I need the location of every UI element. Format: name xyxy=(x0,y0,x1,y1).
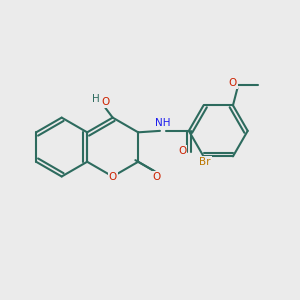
Text: NH: NH xyxy=(154,118,170,128)
Text: O: O xyxy=(152,172,161,182)
Text: O: O xyxy=(101,97,109,107)
Text: O: O xyxy=(109,172,117,182)
Text: O: O xyxy=(229,78,237,88)
Text: H: H xyxy=(92,94,100,104)
Text: Br: Br xyxy=(199,157,211,167)
Text: O: O xyxy=(178,146,186,156)
